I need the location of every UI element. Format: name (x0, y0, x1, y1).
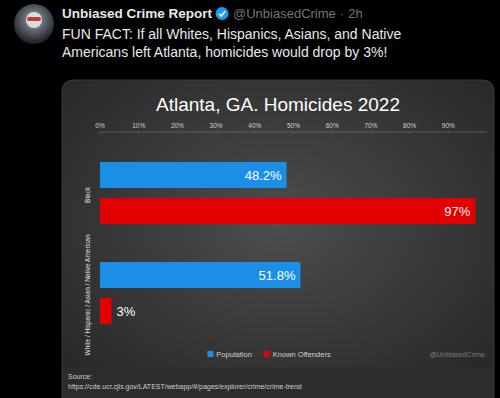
time: 2h (348, 6, 362, 21)
data-label: 51.8% (259, 268, 296, 283)
source-strip (63, 368, 493, 398)
legend-swatch (264, 351, 270, 357)
post-text: Americans left Atlanta, homicides would … (62, 44, 387, 60)
data-label: 3% (117, 304, 136, 319)
post-text: FUN FACT: If all Whites, Hispanics, Asia… (62, 26, 401, 42)
tick (138, 132, 139, 135)
legend-swatch (207, 351, 213, 357)
tick-label: 0% (95, 122, 105, 129)
display-name: Unbiased Crime Report (62, 6, 213, 21)
watermark: @UnbiasedCrime (430, 351, 485, 358)
source-label: Source: (68, 373, 92, 380)
background (0, 0, 500, 398)
source-url: https://cde.ucr.cjis.gov/LATEST/webapp/#… (68, 383, 302, 391)
data-labels: 48.2% 97% 51.8% 3% (117, 168, 471, 319)
bar (100, 162, 287, 188)
tick-label: 60% (326, 122, 339, 129)
tick (100, 132, 101, 135)
tick (254, 132, 255, 135)
avatar-detail (26, 12, 42, 28)
tick-label: 20% (171, 122, 184, 129)
data-label: 97% (444, 204, 470, 219)
tick (293, 132, 294, 135)
category-label: Black (84, 186, 91, 203)
tick-label: 80% (403, 122, 416, 129)
avatar (14, 4, 54, 44)
handle: @UnbiasedCrime (233, 6, 336, 21)
bar (100, 262, 300, 288)
tick (216, 132, 217, 135)
bars (100, 162, 475, 324)
tick (370, 132, 371, 135)
bar (100, 298, 112, 324)
tick-label: 30% (210, 122, 223, 129)
verified-badge (216, 7, 229, 20)
tick-label: 50% (287, 122, 300, 129)
separator: · (340, 6, 344, 21)
category-label: White / Hispanic / Asian / Native Americ… (84, 234, 92, 355)
tick-label: 90% (442, 122, 455, 129)
tick-label: 10% (132, 122, 145, 129)
page: Unbiased Crime Report @UnbiasedCrime · 2h FU… (0, 0, 500, 398)
tick (448, 132, 449, 135)
tick-label: 40% (248, 122, 261, 129)
tick (177, 132, 178, 135)
legend-label: Population (216, 350, 251, 359)
verified-check (219, 11, 225, 16)
chart-title: Atlanta, GA. Homicides 2022 (156, 94, 400, 115)
legend-label: Known Offenders (273, 350, 331, 359)
legend: Population Known Offenders (207, 350, 331, 359)
avatar-detail (27, 17, 41, 21)
chart-card (62, 80, 494, 398)
data-label: 48.2% (245, 168, 282, 183)
tick (409, 132, 410, 135)
bar (100, 198, 475, 224)
tick (332, 132, 333, 135)
tick-label: 70% (364, 122, 377, 129)
